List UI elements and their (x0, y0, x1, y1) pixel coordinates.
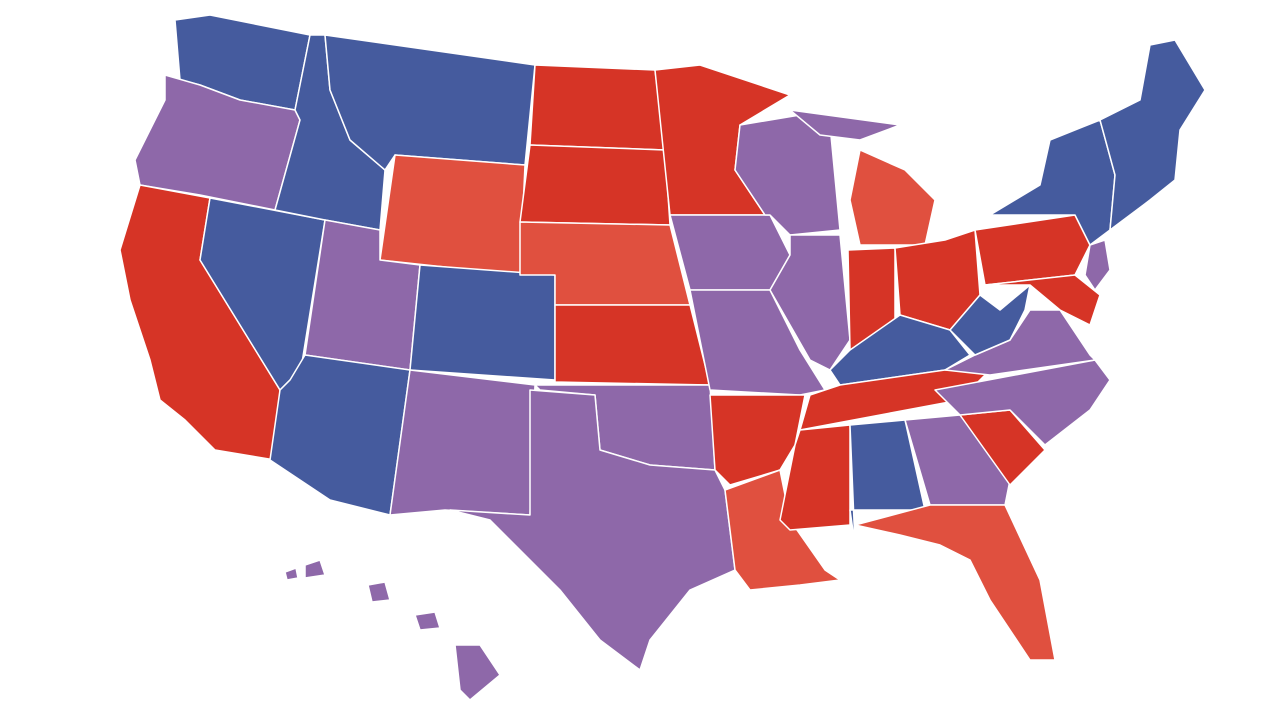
state (949, 284, 1031, 356)
state (367, 581, 391, 603)
state (519, 144, 671, 226)
state (449, 389, 736, 671)
state (669, 214, 791, 291)
state (379, 154, 526, 276)
state (1084, 239, 1111, 291)
state (304, 559, 326, 579)
state (934, 359, 1111, 446)
state (769, 234, 851, 371)
state (854, 504, 1056, 661)
state (724, 469, 841, 591)
state (904, 414, 1011, 506)
state (554, 304, 711, 386)
states (119, 14, 1206, 701)
state (389, 369, 536, 516)
state (849, 419, 926, 546)
state (454, 644, 501, 701)
state (974, 214, 1091, 286)
state (529, 64, 666, 151)
state (409, 264, 556, 381)
state (269, 354, 411, 516)
state (984, 274, 1101, 326)
state (414, 611, 441, 631)
state (284, 567, 299, 581)
state (1099, 39, 1206, 231)
state (849, 149, 936, 246)
state (789, 109, 901, 141)
